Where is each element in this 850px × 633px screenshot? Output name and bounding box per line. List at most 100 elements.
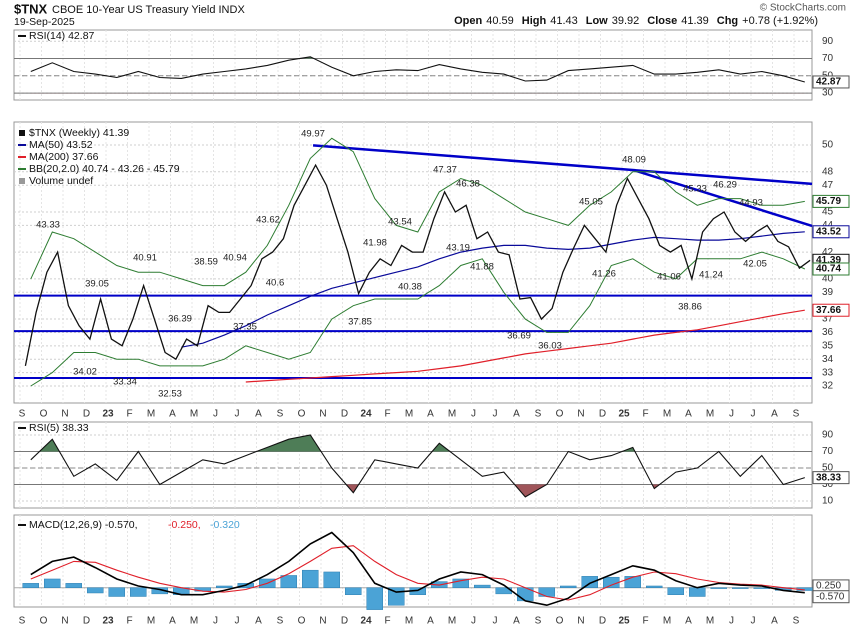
value-box-label: 45.79 <box>816 196 841 207</box>
x-tick-label: J <box>751 409 756 420</box>
x-tick-label: 24 <box>360 409 372 420</box>
price-annotation: 43.54 <box>388 217 412 228</box>
macd-histogram-bar <box>474 584 491 588</box>
price-annotation: 45.33 <box>683 184 707 195</box>
price-annotation: 37.85 <box>348 317 372 328</box>
x-tick-label: S <box>19 616 26 627</box>
macd-histogram-bar <box>560 585 577 588</box>
x-tick-label: O <box>40 409 48 420</box>
x-tick-label: J <box>213 616 218 627</box>
x-tick-label: O <box>298 409 306 420</box>
panel-frame <box>13 421 813 509</box>
x-tick-label: A <box>169 616 176 627</box>
x-tick-label: D <box>341 616 348 627</box>
value-box-label: 42.87 <box>816 77 841 88</box>
x-tick-label: A <box>771 409 778 420</box>
x-tick-label: F <box>126 616 132 627</box>
value-box-label: 41.39 <box>816 255 841 266</box>
macd-histogram-bar <box>603 576 620 588</box>
legend-entry: MACD(12,26,9) -0.570, <box>29 519 138 531</box>
value-box <box>812 75 850 89</box>
x-tick-label: J <box>729 616 734 627</box>
x-tick-label: A <box>685 409 692 420</box>
x-tick-label: F <box>384 409 390 420</box>
x-tick-label: N <box>577 409 584 420</box>
macd-signal <box>30 545 805 601</box>
x-tick-label: D <box>83 409 90 420</box>
x-tick-label: 25 <box>618 616 630 627</box>
x-tick-label: A <box>513 616 520 627</box>
y-tick-label: 30 <box>822 88 834 99</box>
quote-value: 41.39 <box>681 15 709 27</box>
x-tick-label: D <box>599 616 606 627</box>
price-annotation: 41.88 <box>470 262 494 273</box>
y-tick-label: 48 <box>822 166 834 177</box>
value-box <box>812 225 850 239</box>
y-tick-label: 90 <box>822 36 834 47</box>
x-tick-label: N <box>61 616 68 627</box>
x-tick-label: M <box>190 409 198 420</box>
quote-value: 39.92 <box>612 15 640 27</box>
y-tick-label: 35 <box>822 340 834 351</box>
y-tick-label: 50 <box>822 463 834 474</box>
y-tick-label: 90 <box>822 430 834 441</box>
x-tick-label: O <box>40 616 48 627</box>
value-box-label: 0.250 <box>816 581 841 592</box>
x-tick-label: M <box>147 616 155 627</box>
price-annotation: 38.59 <box>194 257 218 268</box>
macd-histogram-bar <box>280 575 297 588</box>
value-box <box>812 194 850 208</box>
macd-histogram-bar <box>22 583 39 588</box>
macd-histogram-bar <box>44 578 61 588</box>
price-annotation: 43.33 <box>36 220 60 231</box>
x-tick-label: D <box>341 409 348 420</box>
quote: Open 40.59 High 41.43 Low 39.92 Close 41.39 Chg +… <box>454 15 818 27</box>
x-tick-label: F <box>126 409 132 420</box>
price-annotation: 41.98 <box>363 238 387 249</box>
x-tick-label: M <box>706 616 714 627</box>
price-annotation: 46.38 <box>456 179 480 190</box>
y-tick-label: 36 <box>822 327 834 338</box>
legend-swatch <box>19 178 25 184</box>
macd-histogram-bar <box>689 587 706 597</box>
macd-histogram-bar <box>624 576 641 588</box>
y-tick-label: 70 <box>822 446 834 457</box>
x-tick-label: D <box>83 616 90 627</box>
quote-label: High <box>522 15 547 27</box>
x-tick-label: D <box>599 409 606 420</box>
ma200-line <box>245 309 805 383</box>
price-annotation: 34.02 <box>73 367 97 378</box>
quote-label: Open <box>454 15 482 27</box>
price-annotation: 48.09 <box>622 155 646 166</box>
x-tick-label: O <box>556 409 564 420</box>
x-tick-label: M <box>706 409 714 420</box>
price-line <box>24 163 811 367</box>
x-tick-label: F <box>642 409 648 420</box>
quote-value: 40.59 <box>486 15 514 27</box>
price-annotation: 41.26 <box>592 269 616 280</box>
x-tick-label: 23 <box>102 616 114 627</box>
macd-histogram-bar <box>323 571 340 588</box>
x-tick-label: J <box>235 616 240 627</box>
x-tick-label: M <box>448 616 456 627</box>
value-box-label: -0.570 <box>816 591 845 602</box>
price-annotation: 49.97 <box>301 129 325 140</box>
x-tick-label: J <box>471 616 476 627</box>
price-annotation: 36.03 <box>538 341 562 352</box>
value-box-label: 37.66 <box>816 305 841 316</box>
quote-value: 41.43 <box>550 15 578 27</box>
x-tick-label: S <box>535 409 542 420</box>
chart-date: 19-Sep-2025 <box>14 16 75 28</box>
macd-histogram-bar <box>345 587 362 595</box>
price-annotation: 41.24 <box>699 270 723 281</box>
x-tick-label: M <box>663 409 671 420</box>
x-tick-label: F <box>384 616 390 627</box>
price-annotation: 32.53 <box>158 389 182 400</box>
macd-histogram-bar <box>581 576 598 588</box>
value-box-label: 40.74 <box>816 264 841 275</box>
panel-frame <box>13 29 813 101</box>
legend-entry: MA(200) 37.66 <box>29 151 99 163</box>
y-tick-label: 30 <box>822 479 834 490</box>
value-box <box>812 590 850 604</box>
